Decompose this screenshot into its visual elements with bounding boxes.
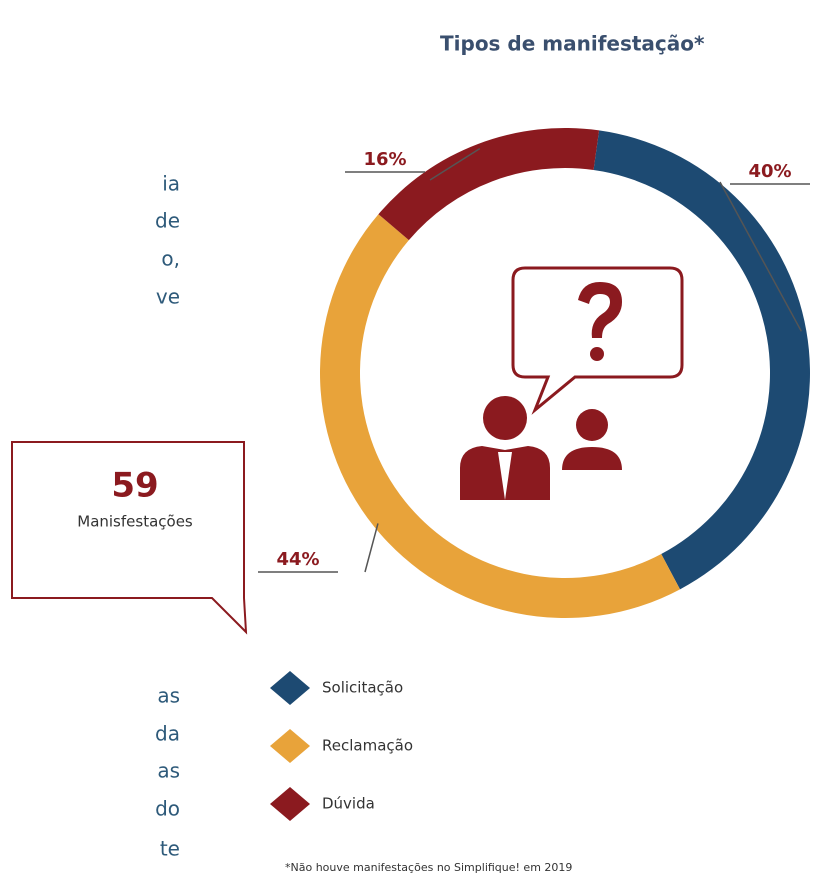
text-fragment: ia (162, 172, 180, 196)
value-label: 16% (363, 149, 406, 170)
legend-label: Dúvida (322, 795, 375, 813)
icon (460, 266, 684, 500)
text-fragment: as (157, 759, 180, 783)
text-fragment: da (155, 722, 180, 746)
donut-segment (320, 214, 681, 618)
footnote: *Não houve manifestações no Simplifique!… (285, 861, 572, 874)
legend-marker (270, 787, 310, 821)
donut-segment (378, 127, 600, 241)
legend-marker (270, 729, 310, 763)
leader-line (719, 181, 803, 332)
text-fragment: te (160, 837, 180, 861)
callout-box (11, 441, 248, 635)
text-fragment: do (155, 797, 180, 821)
donut-segment (593, 130, 810, 590)
value-label: 40% (748, 161, 791, 182)
legend-label: Reclamação (322, 737, 413, 755)
chart-title: Tipos de manifestação* (440, 32, 705, 56)
leader-line (364, 523, 379, 573)
value-label: 44% (276, 549, 319, 570)
text-fragment: ve (156, 285, 180, 309)
legend-label: Solicitação (322, 679, 403, 697)
legend-marker (270, 671, 310, 705)
text-fragment: o, (161, 247, 180, 271)
callout-number: 59 (111, 466, 158, 506)
callout-label: Manisfestações (77, 513, 193, 531)
leader-line (429, 148, 481, 181)
text-fragment: de (155, 209, 180, 233)
text-fragment: as (157, 684, 180, 708)
